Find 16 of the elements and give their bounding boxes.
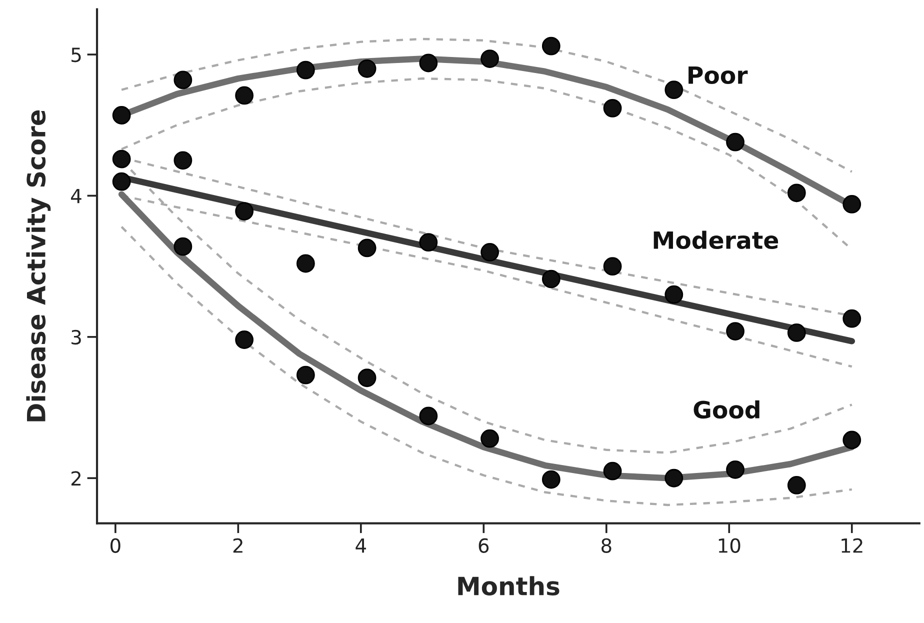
x-tick-label: 12 (842, 538, 862, 553)
x-tick-label: 2 (233, 538, 242, 553)
x-tick-label: 8 (602, 538, 612, 553)
x-tick-label: 4 (356, 538, 366, 553)
x-tick-label: 0 (110, 538, 120, 553)
y-tick-label: 3 (72, 330, 81, 345)
y-tick-label: 5 (72, 48, 81, 62)
y-tick-label: 4 (71, 188, 82, 204)
annotation: Poor (688, 66, 748, 84)
x-axis-title: Months (458, 576, 560, 596)
x-tick-label: 10 (718, 538, 740, 553)
y-tick-label: 2 (71, 471, 80, 486)
y-axis-title: Disease Activity Score (26, 110, 51, 422)
x-tick-label: 6 (478, 538, 489, 553)
annotation: Good (694, 400, 760, 419)
annotation: Moderate (654, 230, 778, 250)
